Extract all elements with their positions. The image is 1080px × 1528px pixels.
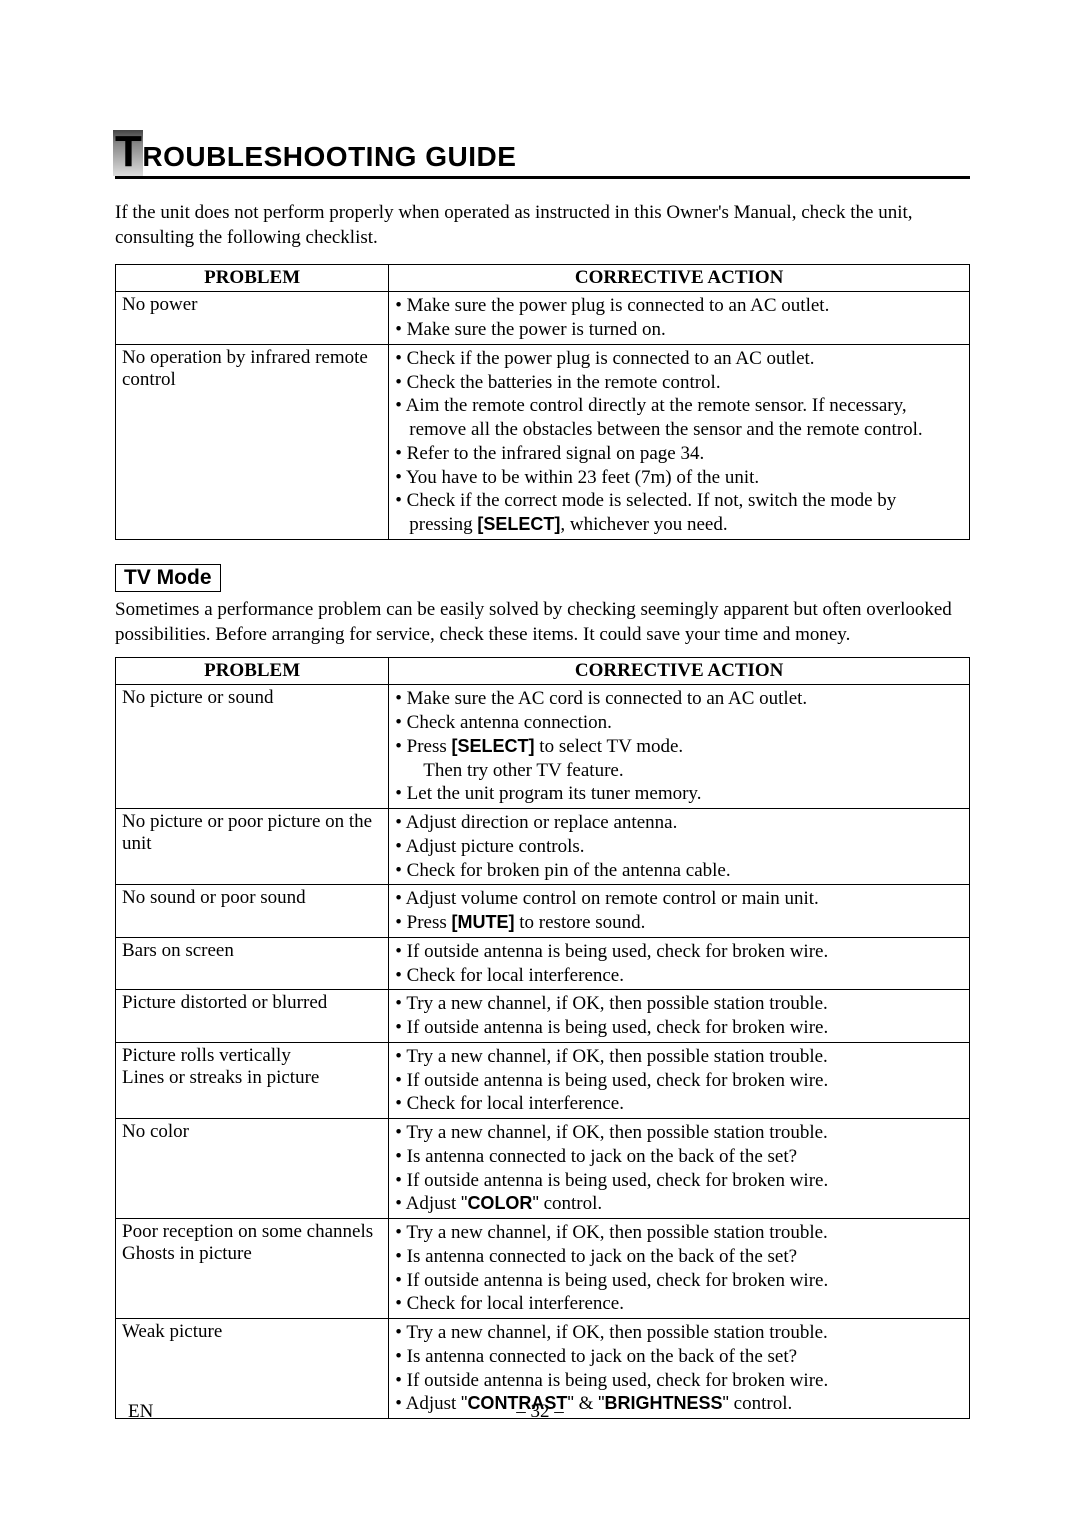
title-first-letter: T	[115, 127, 142, 176]
action-line: • Try a new channel, if OK, then possibl…	[395, 1321, 963, 1345]
problem-cell: Poor reception on some channelsGhosts in…	[116, 1219, 389, 1319]
action-line: • If outside antenna is being used, chec…	[395, 940, 963, 964]
action-cell: • Try a new channel, if OK, then possibl…	[389, 1042, 970, 1118]
footer-lang: EN	[128, 1401, 153, 1423]
table-row: No picture or poor picture on the unit• …	[116, 809, 970, 885]
table-row: Bars on screen• If outside antenna is be…	[116, 937, 970, 990]
table-row: No power• Make sure the power plug is co…	[116, 292, 970, 345]
action-line: • Check if the power plug is connected t…	[395, 347, 963, 371]
action-line: • Try a new channel, if OK, then possibl…	[395, 1121, 963, 1145]
col-header-action: CORRECTIVE ACTION	[389, 265, 970, 292]
col-header-problem: PROBLEM	[116, 265, 389, 292]
troubleshoot-table-tv: PROBLEM CORRECTIVE ACTION No picture or …	[115, 657, 970, 1419]
section-intro: Sometimes a performance problem can be e…	[115, 598, 970, 647]
table-row: No operation by infrared remote control•…	[116, 344, 970, 539]
action-line: • Aim the remote control directly at the…	[395, 394, 963, 442]
action-cell: • If outside antenna is being used, chec…	[389, 937, 970, 990]
col-header-action: CORRECTIVE ACTION	[389, 658, 970, 685]
action-line: • Press [SELECT] to select TV mode. Then…	[395, 735, 963, 783]
table-row: Picture rolls verticallyLines or streaks…	[116, 1042, 970, 1118]
action-line: • Adjust volume control on remote contro…	[395, 887, 963, 911]
action-line: • Let the unit program its tuner memory.	[395, 782, 963, 806]
table-row: No sound or poor sound• Adjust volume co…	[116, 885, 970, 938]
action-line: • Check for broken pin of the antenna ca…	[395, 859, 963, 883]
action-line: • If outside antenna is being used, chec…	[395, 1169, 963, 1193]
action-cell: • Adjust volume control on remote contro…	[389, 885, 970, 938]
action-line: • Is antenna connected to jack on the ba…	[395, 1245, 963, 1269]
action-line: • Try a new channel, if OK, then possibl…	[395, 1221, 963, 1245]
table-row: No color• Try a new channel, if OK, then…	[116, 1119, 970, 1219]
action-line: • Check for local interference.	[395, 1292, 963, 1316]
problem-cell: No picture or sound	[116, 685, 389, 809]
action-line: • Make sure the power is turned on.	[395, 318, 963, 342]
action-cell: • Make sure the power plug is connected …	[389, 292, 970, 345]
action-line: • Refer to the infrared signal on page 3…	[395, 442, 963, 466]
problem-cell: No power	[116, 292, 389, 345]
intro-text: If the unit does not perform properly wh…	[115, 201, 970, 250]
action-cell: • Check if the power plug is connected t…	[389, 344, 970, 539]
title-rest: ROUBLESHOOTING GUIDE	[142, 141, 516, 172]
action-cell: • Make sure the AC cord is connected to …	[389, 685, 970, 809]
problem-cell: No color	[116, 1119, 389, 1219]
action-line: • You have to be within 23 feet (7m) of …	[395, 466, 963, 490]
action-cell: • Adjust direction or replace antenna.• …	[389, 809, 970, 885]
table-row: Picture distorted or blurred• Try a new …	[116, 990, 970, 1043]
page-content: TROUBLESHOOTING GUIDE If the unit does n…	[0, 0, 1080, 1419]
action-line: • Try a new channel, if OK, then possibl…	[395, 1045, 963, 1069]
action-line: • Check antenna connection.	[395, 711, 963, 735]
action-line: • If outside antenna is being used, chec…	[395, 1269, 963, 1293]
action-cell: • Try a new channel, if OK, then possibl…	[389, 1119, 970, 1219]
problem-cell: No picture or poor picture on the unit	[116, 809, 389, 885]
action-line: • If outside antenna is being used, chec…	[395, 1016, 963, 1040]
action-line: • Check for local interference.	[395, 1092, 963, 1116]
problem-cell: Picture distorted or blurred	[116, 990, 389, 1043]
troubleshoot-table-general: PROBLEM CORRECTIVE ACTION No power• Make…	[115, 264, 970, 540]
problem-cell: Bars on screen	[116, 937, 389, 990]
action-line: • If outside antenna is being used, chec…	[395, 1369, 963, 1393]
action-line: • Try a new channel, if OK, then possibl…	[395, 992, 963, 1016]
problem-cell: No sound or poor sound	[116, 885, 389, 938]
action-line: • Is antenna connected to jack on the ba…	[395, 1345, 963, 1369]
action-line: • Adjust picture controls.	[395, 835, 963, 859]
action-cell: • Try a new channel, if OK, then possibl…	[389, 1219, 970, 1319]
action-line: • Adjust "COLOR" control.	[395, 1192, 963, 1216]
page-title: TROUBLESHOOTING GUIDE	[115, 153, 516, 170]
table-row: No picture or sound• Make sure the AC co…	[116, 685, 970, 809]
section-label-tv-mode: TV Mode	[115, 564, 221, 592]
table-row: Poor reception on some channelsGhosts in…	[116, 1219, 970, 1319]
action-line: • Check for local interference.	[395, 964, 963, 988]
page-footer: EN – 32 –	[0, 1401, 1080, 1423]
action-line: • Check the batteries in the remote cont…	[395, 371, 963, 395]
action-line: • Check if the correct mode is selected.…	[395, 489, 963, 537]
problem-cell: No operation by infrared remote control	[116, 344, 389, 539]
action-line: • Make sure the power plug is connected …	[395, 294, 963, 318]
action-line: • Press [MUTE] to restore sound.	[395, 911, 963, 935]
action-cell: • Try a new channel, if OK, then possibl…	[389, 990, 970, 1043]
action-line: • Make sure the AC cord is connected to …	[395, 687, 963, 711]
title-rule: TROUBLESHOOTING GUIDE	[115, 130, 970, 179]
footer-page-number: – 32 –	[516, 1401, 564, 1422]
action-line: • If outside antenna is being used, chec…	[395, 1069, 963, 1093]
problem-cell: Picture rolls verticallyLines or streaks…	[116, 1042, 389, 1118]
col-header-problem: PROBLEM	[116, 658, 389, 685]
action-line: • Is antenna connected to jack on the ba…	[395, 1145, 963, 1169]
action-line: • Adjust direction or replace antenna.	[395, 811, 963, 835]
